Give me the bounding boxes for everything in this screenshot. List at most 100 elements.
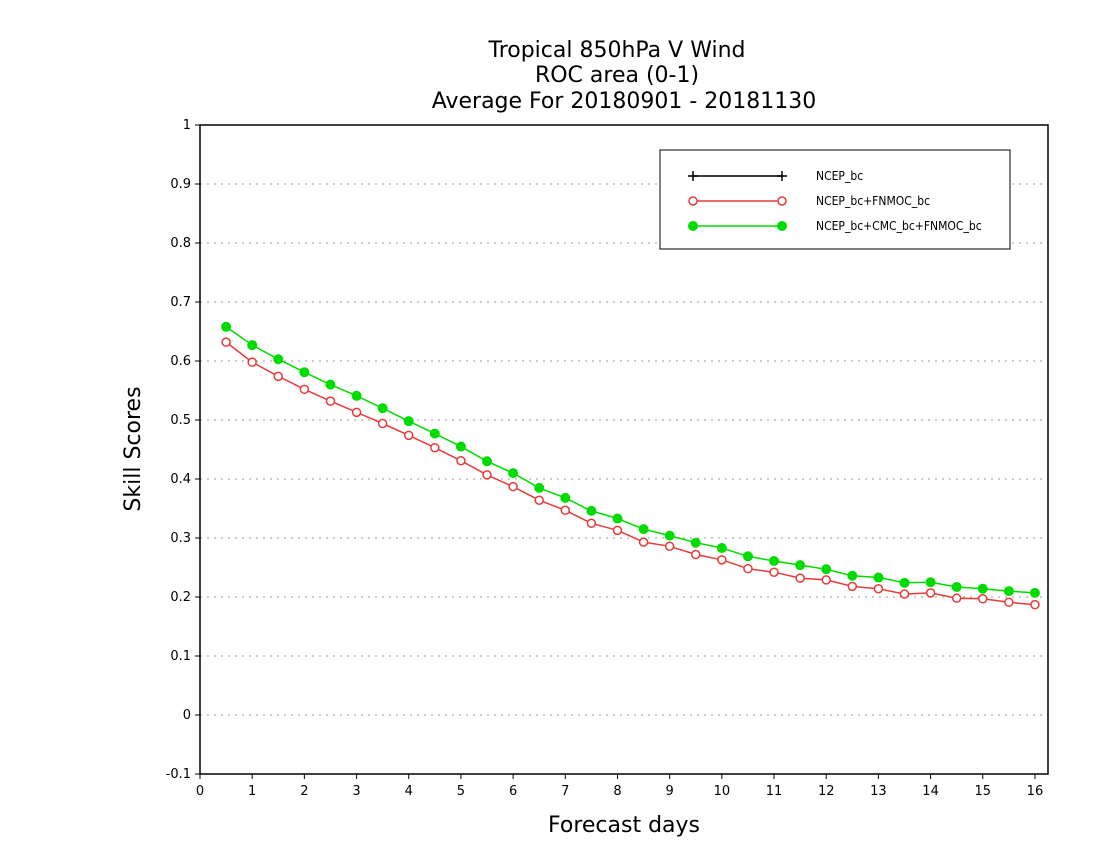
data-point: [847, 581, 858, 592]
data-point: [795, 573, 805, 583]
data-point: [534, 482, 545, 493]
y-tick-label: 0.7: [170, 295, 191, 310]
data-point: [925, 577, 936, 588]
data-point: [325, 379, 336, 390]
plot-frame: [199, 124, 1049, 775]
y-tick-label: 0.5: [170, 413, 191, 428]
x-tick-label: 2: [300, 784, 308, 799]
y-tick-label: 1: [183, 118, 191, 133]
data-point: [247, 357, 257, 367]
x-tick-label: 11: [766, 784, 783, 799]
data-point: [1003, 586, 1014, 597]
x-tick-label: 14: [922, 784, 939, 799]
grid: [200, 183, 1048, 716]
legend-marker: [688, 221, 698, 231]
x-tick-label: 16: [1027, 784, 1044, 799]
legend-marker: [688, 196, 698, 206]
x-tick-label: 6: [509, 784, 517, 799]
data-point: [351, 390, 362, 401]
legend-marker: [688, 171, 698, 181]
data-point: [429, 428, 440, 439]
x-tick-label: 1: [248, 784, 256, 799]
x-tick-label: 12: [818, 784, 835, 799]
y-tick-label: 0: [183, 708, 191, 723]
y-tick-label: 0.4: [170, 472, 191, 487]
data-point: [717, 555, 727, 565]
x-tick-label: 8: [613, 784, 621, 799]
chart-title: Tropical 850hPa V Wind ROC area (0-1) Av…: [432, 38, 817, 114]
x-tick-label: 10: [714, 784, 731, 799]
data-point: [795, 560, 806, 571]
x-tick-label: 0: [196, 784, 204, 799]
data-point: [221, 337, 231, 347]
legend-label: NCEP_bc+CMC_bc+FNMOC_bc: [816, 219, 982, 233]
y-axis-label: Skill Scores: [121, 386, 146, 511]
x-tick-label: 13: [870, 784, 887, 799]
data-point: [455, 441, 466, 452]
data-point: [690, 537, 701, 548]
data-point: [716, 543, 727, 554]
x-tick-label: 9: [666, 784, 674, 799]
data-point: [1004, 597, 1014, 608]
data-point: [377, 418, 388, 429]
data-point: [899, 577, 910, 588]
data-point: [821, 564, 832, 575]
legend-box: [659, 149, 1011, 250]
y-tick-label: -0.1: [166, 767, 191, 782]
legend-label: NCEP_bc+FNMOC_bc: [816, 194, 930, 208]
y-axis-ticks: -0.1 0 0.1 0.2 0.3 0.4 0.5 0.6 0.7 0.8 0.9 1: [166, 118, 200, 782]
x-axis-label: Forecast days: [548, 813, 700, 838]
data-point: [612, 513, 623, 524]
y-tick-label: 0.6: [170, 354, 191, 369]
y-tick-label: 0.1: [170, 649, 191, 664]
data-point: [482, 456, 493, 467]
legend-marker: [777, 196, 787, 206]
title-line-3: Average For 20180901 - 20181130: [432, 89, 817, 114]
data-point: [743, 563, 753, 574]
data-point: [769, 556, 780, 567]
data-point: [586, 505, 597, 516]
data-point: [664, 530, 675, 541]
data-point: [351, 407, 362, 418]
data-point: [221, 321, 232, 332]
series-2: [221, 337, 1040, 610]
data-point: [821, 575, 831, 585]
data-point: [1029, 587, 1040, 598]
series-layer: [221, 321, 1040, 610]
data-point: [873, 572, 884, 583]
data-point: [951, 581, 962, 592]
data-point: [977, 583, 988, 594]
data-point: [299, 367, 310, 378]
title-line-1: Tropical 850hPa V Wind: [487, 38, 745, 63]
data-point: [560, 492, 571, 503]
data-point: [325, 396, 336, 406]
data-point: [951, 593, 962, 603]
data-point: [873, 583, 884, 594]
x-tick-label: 3: [352, 784, 360, 799]
data-point: [742, 551, 753, 562]
legend-entry-2: NCEP_bc+FNMOC_bc: [688, 194, 930, 208]
series-line: [225, 326, 1036, 594]
data-point: [638, 537, 649, 547]
title-line-2: ROC area (0-1): [535, 63, 699, 88]
data-point: [508, 468, 519, 479]
data-point: [403, 430, 414, 441]
x-tick-label: 7: [561, 784, 569, 799]
y-tick-label: 0.8: [170, 236, 191, 251]
y-tick-label: 0.9: [170, 177, 191, 192]
data-point: [508, 481, 518, 492]
data-point: [299, 384, 310, 395]
legend-marker: [777, 221, 787, 231]
y-tick-label: 0.2: [170, 590, 191, 605]
data-point: [403, 416, 414, 427]
data-point: [612, 525, 623, 536]
data-point: [482, 470, 492, 480]
data-point: [430, 442, 440, 453]
data-point: [586, 518, 597, 528]
data-point: [1030, 599, 1040, 610]
data-point: [377, 403, 388, 414]
data-point: [925, 588, 936, 598]
legend-label: NCEP_bc: [816, 169, 863, 183]
x-tick-label: 15: [974, 784, 991, 799]
data-point: [769, 567, 779, 577]
